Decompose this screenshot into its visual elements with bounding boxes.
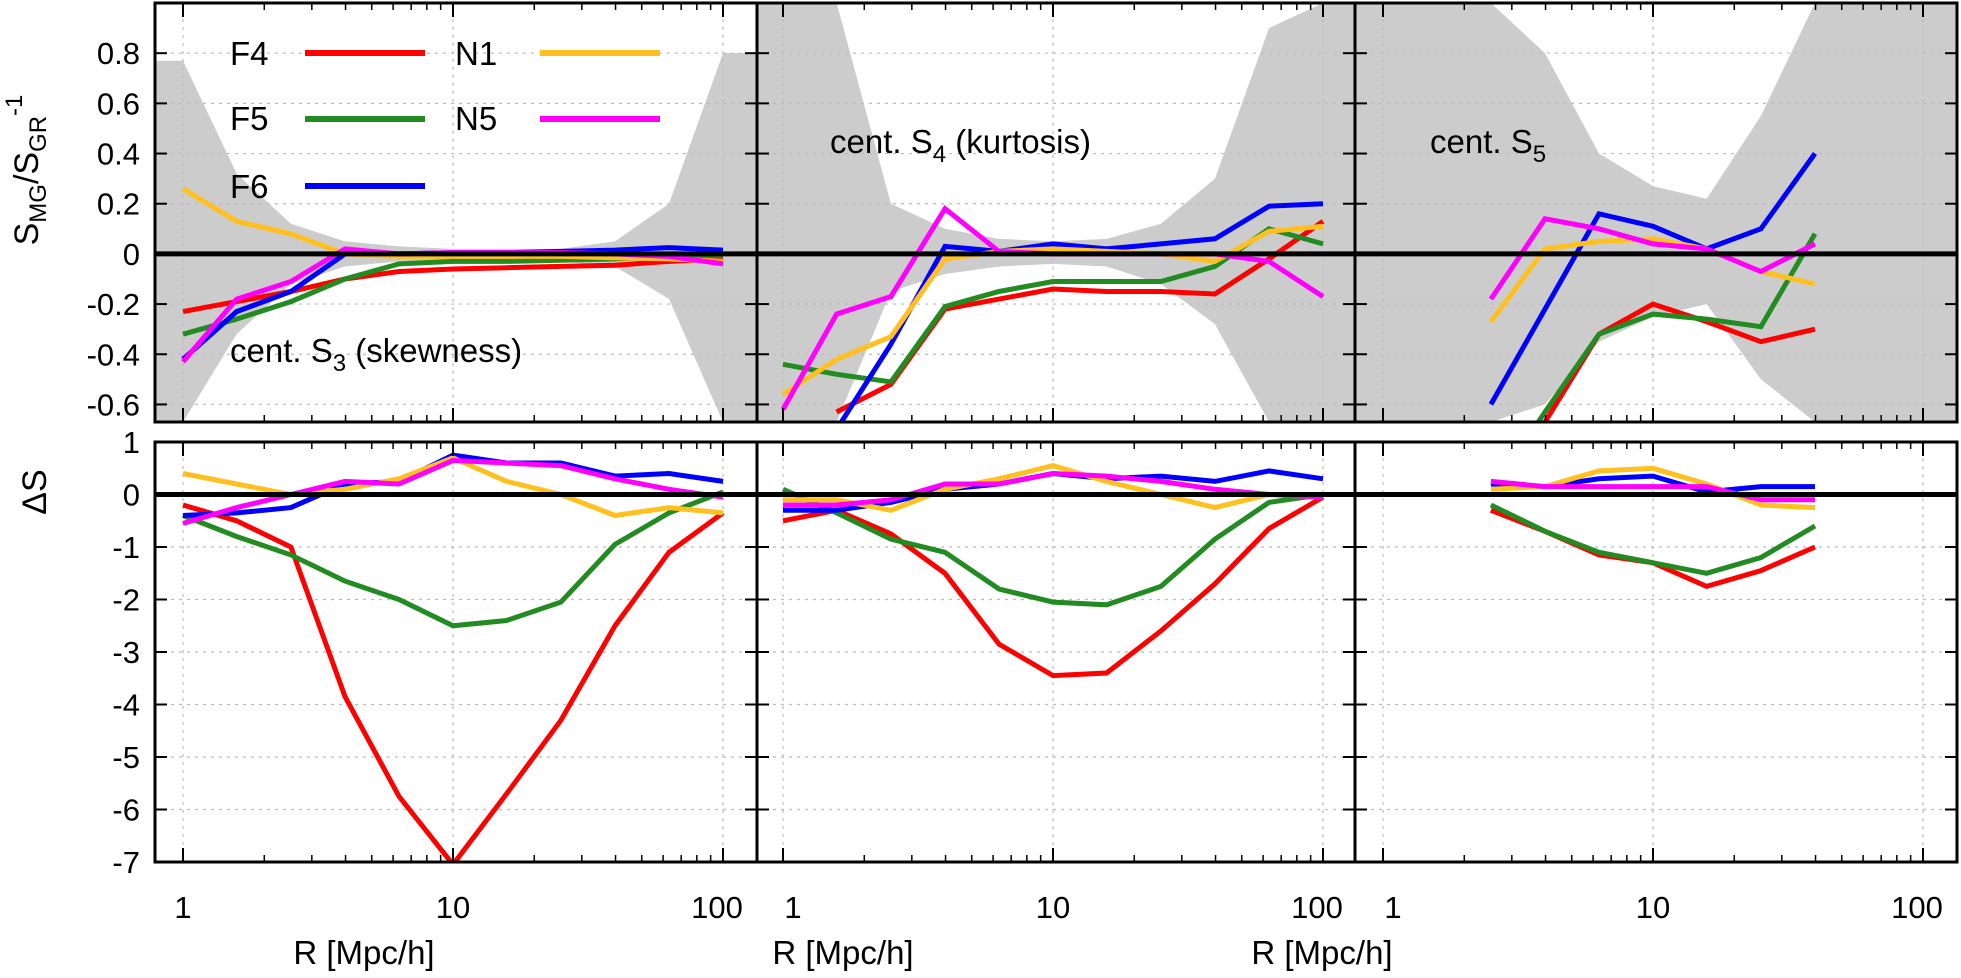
y-tick-label: -3 xyxy=(112,635,140,670)
tick-labels-layer: 0.80.60.40.20-0.2-0.4-0.610-1-2-3-4-5-6-… xyxy=(87,36,1943,925)
x-tick-label: 100 xyxy=(1291,890,1343,925)
y-tick-label: -2 xyxy=(112,583,140,618)
series-n5-bottom-1 xyxy=(783,470,1324,508)
sigma-band-top-1 xyxy=(757,3,1355,422)
y-tick-label: -0.6 xyxy=(87,387,140,422)
xlabel-left: R [Mpc/h] xyxy=(293,934,434,971)
y-tick-label: 1 xyxy=(123,425,140,460)
series-n1-bottom-1 xyxy=(783,463,1324,513)
panel-title-s3: cent. S3 (skewness) xyxy=(230,332,522,377)
panel-title-s5: cent. S5 xyxy=(1430,123,1546,168)
xlabel-right: R [Mpc/h] xyxy=(1251,934,1392,971)
panel-frame xyxy=(1353,1,1959,424)
series-n1-top-0 xyxy=(181,186,724,264)
legend: F4 F5 F6 N1 N5 xyxy=(230,35,660,205)
legend-label-n1: N1 xyxy=(455,35,497,72)
bands-layer xyxy=(155,3,1957,422)
y-tick-label: -6 xyxy=(112,793,140,828)
series-f5-bottom-0 xyxy=(182,489,724,629)
y-tick-label: -4 xyxy=(112,688,140,723)
y-tick-label: 0 xyxy=(123,237,140,272)
grid-layer xyxy=(155,3,1957,863)
series-f5-bottom-1 xyxy=(781,487,1324,608)
x-tick-label: 10 xyxy=(1636,890,1670,925)
x-tick-label: 10 xyxy=(436,890,470,925)
x-tick-label: 10 xyxy=(1036,890,1070,925)
ticks-layer xyxy=(155,3,1957,863)
y-tick-label: 0.2 xyxy=(97,187,140,222)
x-tick-label: 1 xyxy=(174,890,191,925)
series-f5-bottom-2 xyxy=(1489,502,1817,576)
y-tick-label: -7 xyxy=(112,845,140,880)
y-tick-label: -0.2 xyxy=(87,287,140,322)
x-tick-label: 1 xyxy=(784,890,801,925)
series-n5-bottom-0 xyxy=(182,457,724,526)
zero-lines-layer xyxy=(155,251,1957,497)
x-tick-label: 100 xyxy=(1891,890,1943,925)
y-tick-label: 0 xyxy=(123,478,140,513)
series-f4-top-0 xyxy=(182,256,724,315)
legend-label-n5: N5 xyxy=(455,100,497,137)
panel-title-s4: cent. S4 (kurtosis) xyxy=(830,123,1091,168)
y-tick-label: 0.6 xyxy=(97,86,140,121)
series-f6-top-2 xyxy=(1488,152,1818,406)
sigma-band-top-2 xyxy=(1355,3,1957,422)
y-tick-label: 0.8 xyxy=(97,36,140,71)
y-tick-label: 0.4 xyxy=(97,137,140,172)
top-ylabel: SMG/SGR-1 xyxy=(1,95,52,246)
x-tick-label: 1 xyxy=(1384,890,1401,925)
legend-label-f4: F4 xyxy=(230,35,269,72)
y-tick-label: -5 xyxy=(112,740,140,775)
series-n1-bottom-0 xyxy=(182,455,724,519)
series-n5-bottom-2 xyxy=(1490,478,1815,503)
series-n1-top-1 xyxy=(781,223,1324,397)
series-f4-bottom-0 xyxy=(182,502,725,862)
y-tick-label: -0.4 xyxy=(87,337,140,372)
xlabel-middle: R [Mpc/h] xyxy=(772,934,913,971)
series-f5-top-2 xyxy=(1535,232,1818,422)
y-tick-label: -1 xyxy=(112,530,140,565)
series-f4-bottom-1 xyxy=(782,494,1325,679)
x-tick-label: 100 xyxy=(691,890,743,925)
series-n5-top-2 xyxy=(1488,216,1817,301)
legend-label-f6: F6 xyxy=(230,168,269,205)
bottom-ylabel: ΔS xyxy=(16,469,54,514)
legend-label-f5: F5 xyxy=(230,100,269,137)
sigma-band-top-0 xyxy=(155,53,757,422)
